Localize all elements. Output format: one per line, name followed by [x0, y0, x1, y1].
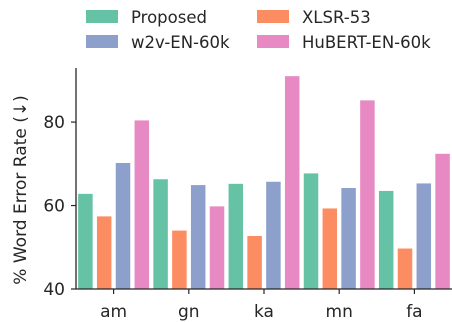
y-ticks: 40 60 80 — [43, 113, 76, 300]
legend-swatch-proposed — [86, 10, 118, 23]
bar-am-hubert-en-60k — [134, 120, 150, 289]
legend-label: XLSR-53 — [302, 8, 371, 27]
bar-mn-xlsr-53 — [322, 208, 338, 289]
x-tick-label: am — [100, 302, 127, 322]
legend-label: HuBERT-EN-60k — [302, 33, 431, 52]
bar-am-w2v-en-60k — [115, 162, 131, 289]
bar-fa-xlsr-53 — [397, 248, 413, 289]
bar-mn-proposed — [303, 173, 319, 289]
bars-group — [78, 76, 450, 289]
axes-group — [75, 68, 452, 290]
bar-gn-xlsr-53 — [172, 230, 187, 289]
bar-fa-w2v-en-60k — [416, 183, 432, 289]
bar-ka-hubert-en-60k — [284, 76, 300, 289]
legend-swatch-xlsr-53 — [257, 10, 289, 23]
x-ticks: am gn ka mn fa — [100, 289, 423, 322]
x-tick-label: fa — [406, 302, 422, 322]
legend: Proposed XLSR-53 w2v-EN-60k HuBERT-EN-60k — [86, 8, 431, 52]
bar-mn-hubert-en-60k — [360, 100, 375, 289]
x-tick-label: gn — [178, 302, 200, 322]
legend-label: w2v-EN-60k — [131, 33, 230, 52]
x-tick-label: mn — [326, 302, 353, 322]
legend-swatch-hubert-en-60k — [257, 35, 289, 48]
y-tick-label: 80 — [43, 113, 65, 133]
bar-gn-w2v-en-60k — [190, 185, 206, 289]
bar-ka-xlsr-53 — [247, 236, 262, 289]
x-tick-label: ka — [254, 302, 274, 322]
bar-mn-w2v-en-60k — [341, 188, 356, 289]
bar-ka-w2v-en-60k — [266, 181, 281, 289]
bar-gn-proposed — [153, 179, 168, 289]
bar-gn-hubert-en-60k — [209, 206, 225, 289]
bar-fa-proposed — [378, 190, 394, 289]
legend-label: Proposed — [131, 8, 207, 27]
bar-am-xlsr-53 — [96, 216, 112, 289]
y-axis-label: % Word Error Rate (↓) — [11, 95, 31, 284]
bar-ka-proposed — [228, 183, 244, 289]
bar-am-proposed — [78, 193, 93, 289]
y-tick-label: 40 — [43, 280, 65, 300]
bar-fa-hubert-en-60k — [435, 153, 450, 289]
legend-swatch-w2v-en-60k — [86, 35, 118, 48]
y-tick-label: 60 — [43, 197, 65, 217]
